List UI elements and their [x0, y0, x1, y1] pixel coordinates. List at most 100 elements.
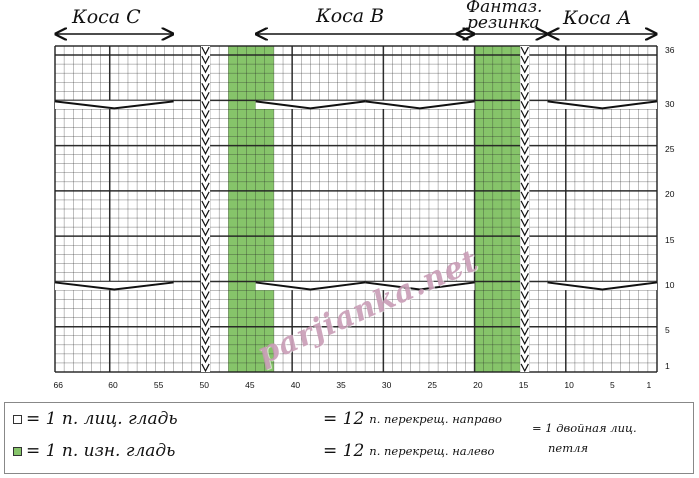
double-loop-mark [201, 336, 210, 346]
legend-cable-left: = 12 п. перекрещ. налево [323, 441, 494, 461]
cable-cell [547, 281, 657, 291]
double-loop-mark [201, 146, 210, 155]
section-label-kosa-c: Коса С [72, 6, 141, 28]
legend-cable-left-text: п. перекрещ. налево [369, 444, 495, 458]
double-loop-mark [201, 101, 210, 110]
section-label-kosa-a: Коса А [563, 7, 632, 29]
section-label-rezinka: резинка [467, 13, 540, 33]
legend-cable-left-num: = 12 [323, 441, 365, 461]
stitch-tick-label: 60 [108, 380, 118, 390]
double-loop-mark [520, 182, 529, 192]
cable-cross [54, 100, 174, 110]
legend-cable-right-num: = 12 [323, 409, 365, 429]
double-loop-mark [520, 110, 529, 119]
section-label-kosa-b: Коса В [316, 5, 385, 27]
double-loop-mark [520, 264, 529, 273]
legend-knit-label: = 1 п. лиц. гладь [26, 409, 178, 429]
double-loop-mark [201, 173, 210, 183]
double-loop-mark [201, 82, 210, 92]
stitch-tick-label: 35 [336, 380, 346, 390]
double-loop-mark [520, 137, 529, 146]
row-tick-label: 36 [665, 44, 675, 55]
cable-cross [54, 281, 174, 291]
double-loop-mark [520, 300, 529, 309]
stitch-tick-label: 25 [427, 380, 437, 390]
row-tick-label: 10 [665, 279, 675, 290]
double-loop-mark [520, 173, 529, 183]
double-loop-mark [520, 209, 529, 219]
double-loop-mark [520, 291, 529, 300]
double-loop-mark [520, 128, 529, 137]
double-loop-mark [201, 345, 210, 355]
cable-cell [547, 100, 657, 109]
row-tick-label: 5 [665, 325, 670, 336]
double-loop-mark [520, 46, 529, 56]
double-loop-mark [201, 209, 210, 219]
double-loop-mark [520, 336, 529, 346]
stitch-tick-label: 66 [53, 380, 64, 390]
double-loop-mark [520, 227, 529, 237]
double-loop-mark [201, 273, 210, 282]
row-tick-label: 15 [665, 234, 675, 245]
purl-swatch [13, 446, 22, 456]
double-loop-mark [201, 164, 210, 174]
double-loop-mark [201, 227, 210, 237]
double-loop-mark [520, 119, 529, 128]
legend-double-loop-line2: петля [548, 441, 589, 455]
cable-cross [364, 100, 475, 110]
double-loop-mark [520, 146, 529, 155]
double-loop-mark [520, 327, 529, 337]
double-loop-mark [201, 182, 210, 192]
stitch-tick-label: 1 [646, 380, 652, 390]
double-loop-mark [520, 92, 529, 101]
row-tick-label: 20 [665, 189, 675, 200]
double-loop-mark [201, 318, 210, 328]
double-loop-mark [201, 119, 210, 128]
double-loop-mark [201, 191, 210, 201]
double-loop-mark [520, 101, 529, 110]
double-loop-mark [201, 55, 210, 65]
stitch-tick-label: 15 [518, 380, 529, 390]
double-loop-mark [201, 110, 210, 119]
stitch-tick-label: 30 [381, 380, 392, 390]
knit-swatch [13, 414, 22, 424]
row-tick-label: 30 [665, 98, 675, 109]
double-loop-mark [201, 155, 210, 165]
legend-knit: = 1 п. лиц. гладь [13, 409, 178, 429]
double-loop-mark [201, 128, 210, 137]
section-label-fantaz: Фантаз. [466, 0, 543, 17]
double-loop-mark [520, 245, 529, 255]
double-loop-mark [201, 282, 210, 291]
double-loop-mark [520, 218, 529, 228]
legend-purl: = 1 п. изн. гладь [13, 441, 175, 461]
legend: = 1 п. лиц. гладь = 1 п. изн. гладь = 12… [4, 402, 694, 474]
stitch-tick-label: 50 [199, 380, 209, 390]
double-loop-mark [520, 200, 529, 210]
double-loop-mark [201, 300, 210, 309]
double-loop-mark [520, 255, 529, 264]
double-loop-mark [201, 200, 210, 210]
cable-cross [547, 100, 658, 110]
double-loop-mark [520, 191, 529, 201]
stitch-tick-label: 45 [245, 380, 255, 390]
double-loop-mark [201, 92, 210, 101]
double-loop-mark [520, 155, 529, 165]
cable-cross [255, 281, 366, 291]
cable-cross [255, 100, 366, 110]
stitch-tick-label: 40 [290, 380, 301, 390]
double-loop-mark [201, 64, 210, 74]
double-loop-mark [201, 137, 210, 146]
legend-cable-right: = 12 п. перекрещ. направо [323, 409, 502, 429]
double-loop-mark [201, 236, 210, 246]
double-loop-mark [201, 218, 210, 228]
cable-cross [364, 281, 475, 291]
row-tick-label: 1 [665, 361, 670, 372]
double-loop-mark [201, 327, 210, 337]
double-loop-mark [520, 164, 529, 174]
cable-cell [55, 100, 174, 109]
double-loop-mark [201, 255, 210, 264]
double-loop-mark [520, 73, 529, 83]
double-loop-mark [520, 64, 529, 74]
double-loop-mark [520, 55, 529, 65]
double-loop-mark [520, 282, 529, 291]
